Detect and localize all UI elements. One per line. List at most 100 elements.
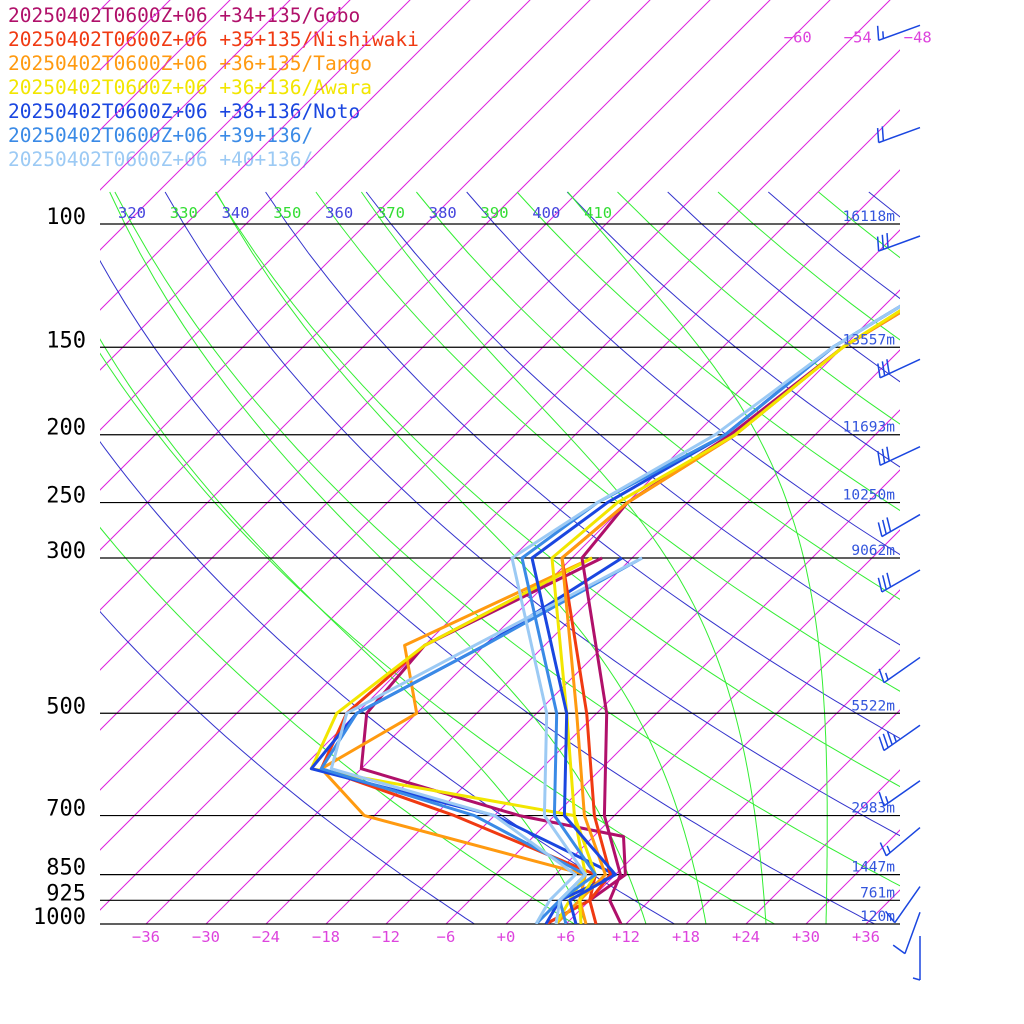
height-label: 2983m — [851, 801, 895, 817]
wind-barb-flag — [881, 234, 885, 250]
isotherm-line — [0, 0, 45, 924]
height-label: 16118m — [843, 209, 896, 225]
wind-barb-shaft — [883, 780, 921, 807]
temperature-tick-label: +18 — [672, 928, 700, 946]
pressure-label: 150 — [46, 328, 86, 353]
height-label: 13557m — [843, 332, 896, 348]
wind-barb-flag — [886, 730, 893, 746]
wind-barb-shaft — [904, 912, 921, 954]
temperature-tick-label: +12 — [612, 928, 640, 946]
temperature-tick-label: +0 — [497, 928, 516, 946]
legend-entry-awara: 20250402T0600Z+06 +36+136/Awara — [8, 76, 372, 99]
wind-barb — [912, 936, 921, 981]
dry-adiabat-line — [100, 610, 476, 924]
dry-adiabat-line — [164, 191, 900, 837]
pressure-label: 700 — [46, 797, 86, 822]
moist-adiabat-line — [717, 191, 900, 341]
height-label: 761m — [860, 885, 895, 901]
wind-barb-flag — [881, 575, 887, 590]
theta-label: 380 — [429, 204, 457, 222]
wind-barb-shaft — [878, 126, 921, 144]
isotherm-line — [100, 0, 651, 551]
wind-barb — [879, 826, 921, 857]
height-label: 10250m — [843, 488, 896, 504]
pressure-label: 200 — [46, 416, 86, 441]
dry-adiabat-line — [767, 191, 900, 300]
wind-barb-shaft — [879, 446, 921, 466]
pressure-label: 100 — [46, 205, 86, 230]
temperature-tick-label: −24 — [252, 928, 280, 946]
wind-barb-flag — [886, 517, 892, 532]
legend-entry-tango: 20250402T0600Z+06 +36+135/Tango — [8, 52, 372, 75]
wind-barb — [876, 233, 921, 252]
wind-barb-flag — [886, 845, 891, 853]
isotherm-line — [100, 0, 891, 791]
wind-barb-shaft — [879, 358, 921, 379]
temperature-line-2 — [560, 310, 900, 924]
moist-adiabat-line — [617, 191, 900, 425]
wind-barb-shaft — [881, 569, 921, 593]
moist-adiabat-line — [818, 191, 900, 259]
wind-barb-flag — [912, 977, 921, 981]
dewpoint-line-3 — [309, 556, 593, 924]
temperature-tick-label: +24 — [732, 928, 760, 946]
isotherm-line — [100, 0, 531, 431]
wind-barb — [878, 724, 921, 752]
moist-adiabat-line — [516, 191, 900, 512]
upper-temperature-label: −48 — [904, 28, 932, 46]
pressure-label: 300 — [46, 539, 86, 564]
wind-barb-flag — [877, 522, 883, 537]
wind-barb-flag — [877, 450, 881, 466]
wind-barb — [885, 886, 921, 924]
wind-barb-shaft — [878, 24, 921, 42]
upper-temperature-label: −54 — [844, 28, 872, 46]
theta-label: 390 — [481, 204, 509, 222]
legend-entry-noto: 20250402T0600Z+06 +38+136/Noto — [8, 100, 361, 123]
height-label: 11693m — [843, 420, 896, 436]
isotherm-line — [805, 829, 900, 924]
isotherm-line — [100, 0, 291, 191]
temperature-tick-label: −6 — [437, 928, 456, 946]
theta-label: 350 — [273, 204, 301, 222]
isotherm-line — [565, 589, 900, 924]
wind-barb-flag — [876, 25, 880, 41]
isotherm-line — [926, 0, 1024, 924]
wind-barb-shaft — [885, 826, 921, 857]
temperature-line-4 — [530, 304, 900, 924]
isotherm-line — [205, 229, 900, 924]
theta-label: 400 — [532, 204, 560, 222]
moist-adiabat-line — [919, 192, 1024, 939]
theta-label: 340 — [222, 204, 250, 222]
temperature-tick-label: −36 — [132, 928, 160, 946]
pressure-label: 850 — [46, 856, 86, 881]
wind-barb-flag — [878, 736, 885, 751]
isotherm-line — [685, 709, 900, 924]
wind-barb-shaft — [878, 235, 921, 252]
temperature-tick-label: +30 — [792, 928, 820, 946]
isotherm-line — [986, 0, 1024, 924]
wind-barb-flag — [881, 448, 886, 464]
wind-barb-flag — [886, 572, 892, 588]
dewpoint-line-1 — [319, 556, 597, 924]
pressure-label: 925 — [46, 881, 86, 906]
isotherm-line — [100, 0, 471, 371]
temperature-tick-label: +6 — [557, 928, 576, 946]
legend-entry-39-136: 20250402T0600Z+06 +39+136/ — [8, 124, 314, 147]
wind-barb-flag — [877, 363, 881, 378]
wind-barb-flag — [881, 519, 887, 535]
pressure-label: 500 — [46, 694, 86, 719]
wind-barb — [877, 358, 921, 379]
isotherm-line — [100, 0, 111, 11]
wind-barb-flag — [893, 734, 897, 743]
height-label: 1447m — [851, 860, 895, 876]
temperature-line-0 — [580, 310, 900, 924]
legend-entry-40-136: 20250402T0600Z+06 +40+136/ — [8, 148, 314, 171]
temperature-line-3 — [550, 308, 900, 924]
wind-barb — [877, 569, 921, 593]
isotherm-line — [445, 469, 900, 924]
pressure-label: 250 — [46, 484, 86, 509]
dry-adiabat-line — [868, 191, 900, 218]
isotherm-line — [625, 649, 900, 924]
wind-barb-flag — [885, 910, 896, 924]
theta-label: 370 — [377, 204, 405, 222]
